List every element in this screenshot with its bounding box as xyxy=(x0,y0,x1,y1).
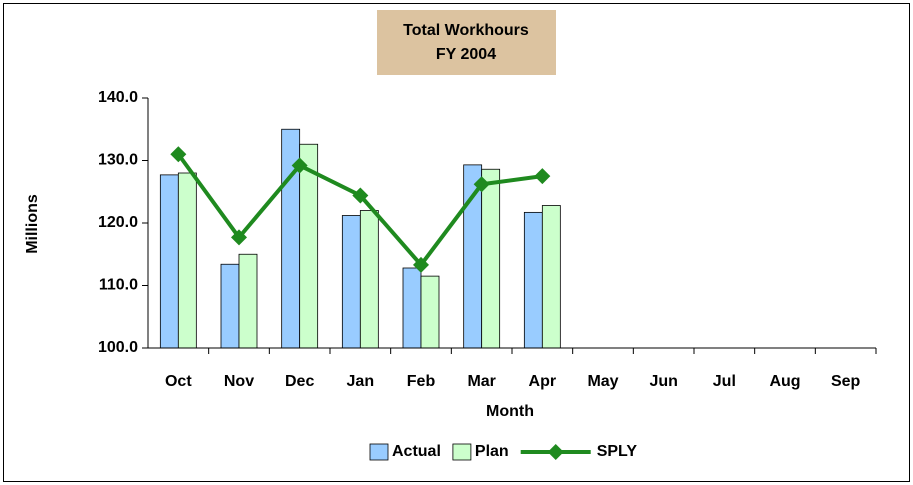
y-tick-label: 130.0 xyxy=(98,152,138,169)
bar xyxy=(523,211,543,349)
bar xyxy=(238,253,258,349)
x-tick-label: Jan xyxy=(347,373,375,390)
y-tick-label: 110.0 xyxy=(99,277,138,294)
legend-swatch xyxy=(452,443,472,461)
x-tick-label: Nov xyxy=(224,373,254,390)
bar xyxy=(420,275,440,349)
x-tick-label: Dec xyxy=(285,373,314,390)
x-tick-label: Jun xyxy=(649,373,677,390)
bar xyxy=(402,267,422,349)
x-tick-label: Apr xyxy=(529,373,557,390)
line-marker xyxy=(413,256,429,273)
x-tick-label: Mar xyxy=(467,373,495,390)
y-tick-label: 120.0 xyxy=(98,214,138,231)
line-marker xyxy=(231,229,247,246)
x-tick-label: Feb xyxy=(407,373,436,390)
y-axis-label: Millions xyxy=(24,194,41,254)
legend-label: SPLY xyxy=(597,443,638,460)
x-tick-label: Jul xyxy=(713,373,736,390)
chart-title: Total Workhours xyxy=(403,22,529,39)
y-tick-label: 100.0 xyxy=(98,339,138,356)
chart-subtitle: FY 2004 xyxy=(436,46,496,63)
line-marker xyxy=(473,176,490,193)
legend-label: Plan xyxy=(475,443,509,460)
bar xyxy=(177,172,197,349)
x-tick-label: Sep xyxy=(831,373,861,390)
bar xyxy=(159,174,179,349)
legend-marker xyxy=(547,444,564,460)
legend-label: Actual xyxy=(392,443,441,460)
title-box xyxy=(377,10,556,75)
line-marker xyxy=(170,146,187,163)
line-marker xyxy=(534,168,551,185)
y-tick-label: 140.0 xyxy=(98,89,138,106)
bar xyxy=(541,205,561,349)
line-marker xyxy=(352,187,369,204)
x-tick-label: Aug xyxy=(769,373,800,390)
bar xyxy=(341,215,361,349)
bar xyxy=(359,210,379,349)
bar xyxy=(481,168,501,349)
legend-swatch xyxy=(369,443,389,461)
line-marker xyxy=(291,157,308,174)
x-tick-label: May xyxy=(587,373,618,390)
bar xyxy=(220,263,240,349)
x-axis-label: Month xyxy=(486,403,534,420)
bar xyxy=(463,164,483,349)
chart-border xyxy=(3,3,910,482)
x-tick-label: Oct xyxy=(165,373,192,390)
